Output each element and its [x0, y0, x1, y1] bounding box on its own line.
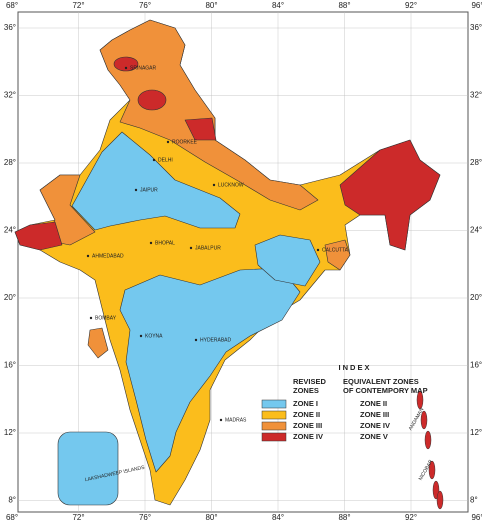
lon-label-bottom: 80°	[205, 513, 217, 522]
city-dot	[219, 418, 223, 422]
lon-label-top: 92°	[405, 1, 417, 10]
lat-label-right: 12°	[470, 428, 482, 437]
city-dot	[212, 183, 216, 187]
legend-revised: ZONE IV	[293, 432, 323, 441]
city-dot	[152, 158, 156, 162]
lat-label-right: 16°	[470, 361, 482, 370]
city-label: CALCUTTA	[322, 247, 349, 253]
zone-3	[99, 19, 319, 211]
city-label: JAIPUR	[140, 187, 158, 193]
zone-3	[87, 327, 109, 359]
lat-label-left: 16°	[4, 361, 16, 370]
city-label: LUCKNOW	[218, 182, 244, 188]
city-label: BOMBAY	[95, 315, 117, 321]
lat-label-left: 24°	[4, 226, 16, 235]
legend-equivalent: ZONE IV	[360, 421, 390, 430]
lat-label-left: 32°	[4, 91, 16, 100]
lat-label-right: 24°	[470, 226, 482, 235]
zone-1	[119, 267, 301, 473]
zone-4	[339, 139, 441, 251]
legend-swatch	[261, 421, 287, 431]
lon-label-bottom: 84°	[272, 513, 284, 522]
lat-label-right: 36°	[470, 23, 482, 32]
lon-label-top: 84°	[272, 1, 284, 10]
lat-label-right: 20°	[470, 293, 482, 302]
lat-label-right: 8°	[470, 496, 478, 505]
city-dot	[189, 246, 193, 250]
lon-label-bottom: 96°	[471, 513, 482, 522]
legend-swatch	[261, 410, 287, 420]
zone-4	[184, 117, 217, 141]
lon-label-bottom: 72°	[72, 513, 84, 522]
legend-swatch	[261, 399, 287, 409]
legend-swatch	[261, 432, 287, 442]
zone-4	[137, 89, 167, 111]
city-dot	[86, 254, 90, 258]
city-dot	[316, 248, 320, 252]
island	[436, 490, 444, 510]
zone-1	[71, 131, 241, 231]
lon-label-top: 68°	[6, 1, 18, 10]
lat-label-left: 12°	[4, 428, 16, 437]
city-dot	[139, 334, 143, 338]
lon-label-bottom: 76°	[139, 513, 151, 522]
island	[416, 390, 424, 410]
index-header: OF CONTEMPORY MAP	[343, 386, 428, 395]
lon-label-top: 72°	[72, 1, 84, 10]
legend-equivalent: ZONE V	[360, 432, 388, 441]
legend-revised: ZONE I	[293, 399, 318, 408]
city-label: ROORKEE	[172, 139, 198, 145]
lat-label-left: 20°	[4, 293, 16, 302]
city-dot	[149, 241, 153, 245]
city-dot	[124, 66, 128, 70]
lon-label-top: 80°	[205, 1, 217, 10]
city-label: AHMEDABAD	[92, 253, 124, 259]
zones	[14, 19, 444, 510]
legend-revised: ZONE III	[293, 421, 322, 430]
city-label: HYDERABAD	[200, 337, 232, 343]
island	[428, 460, 436, 480]
labels: SRINAGAR ROORKEE DELHI JAIPUR LUCKNOW BHOPAL J…	[84, 65, 434, 483]
city-dot	[134, 188, 138, 192]
city-dot	[89, 316, 93, 320]
lon-label-bottom: 88°	[338, 513, 350, 522]
index-header: REVISED	[293, 377, 327, 386]
island	[424, 430, 432, 450]
city-dot	[166, 140, 170, 144]
index-title: INDEX	[339, 363, 372, 372]
zone-3	[324, 239, 351, 271]
lon-label-bottom: 92°	[405, 513, 417, 522]
city-dot	[194, 338, 198, 342]
zone-4	[14, 221, 63, 251]
lat-label-left: 36°	[4, 23, 16, 32]
city-label: JABALPUR	[195, 245, 221, 251]
index-header: EQUIVALENT ZONES	[343, 377, 419, 386]
lon-label-top: 96°	[471, 1, 482, 10]
lon-label-top: 88°	[338, 1, 350, 10]
zone-4	[113, 56, 139, 72]
city-label: DELHI	[158, 157, 173, 163]
city-label: BHOPAL	[155, 240, 175, 246]
city-label: MADRAS	[225, 417, 247, 423]
city-label: KOYNA	[145, 333, 163, 339]
lat-label-left: 8°	[8, 496, 16, 505]
island	[420, 410, 428, 430]
lon-label-bottom: 68°	[6, 513, 18, 522]
legend-equivalent: ZONE II	[360, 399, 387, 408]
city-label: SRINAGAR	[130, 65, 157, 71]
legend-revised: ZONE II	[293, 410, 320, 419]
lat-label-right: 32°	[470, 91, 482, 100]
lat-label-right: 28°	[470, 158, 482, 167]
zone-1	[254, 234, 321, 287]
index-header: ZONES	[293, 386, 319, 395]
legend-equivalent: ZONE III	[360, 410, 389, 419]
lat-label-left: 28°	[4, 158, 16, 167]
lon-label-top: 76°	[139, 1, 151, 10]
zone-1	[57, 431, 119, 506]
